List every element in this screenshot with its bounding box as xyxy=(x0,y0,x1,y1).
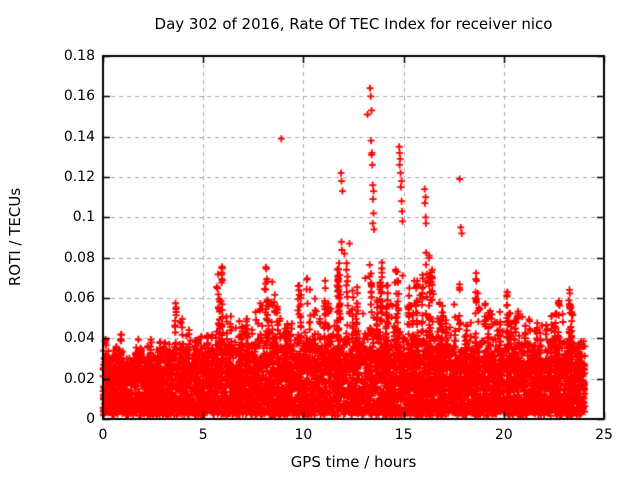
y-tick-label: 0.02 xyxy=(63,370,95,387)
x-tick-label: 15 xyxy=(394,427,413,443)
x-tick-label: 10 xyxy=(294,427,313,443)
y-axis-label: ROTI / TECUs xyxy=(6,187,24,287)
y-tick-label: 0.14 xyxy=(63,128,95,145)
y-tick-label: 0.18 xyxy=(63,48,95,64)
y-tick-label: 0.12 xyxy=(63,169,95,185)
y-tick-label: 0.04 xyxy=(63,330,95,347)
x-axis-label: GPS time / hours xyxy=(290,453,417,471)
x-tick-label: 0 xyxy=(98,427,108,443)
y-tick-label: 0.06 xyxy=(63,290,95,306)
y-tick-label: 0.16 xyxy=(63,88,95,105)
x-tick-label: 5 xyxy=(198,427,208,443)
x-tick-label: 20 xyxy=(494,427,513,443)
y-tick-label: 0.08 xyxy=(63,249,95,266)
y-tick-label: 0.1 xyxy=(72,209,95,226)
y-tick-label: 0 xyxy=(86,411,95,427)
chart-title: Day 302 of 2016, Rate Of TEC Index for r… xyxy=(154,15,553,33)
x-tick-label: 25 xyxy=(595,427,613,443)
